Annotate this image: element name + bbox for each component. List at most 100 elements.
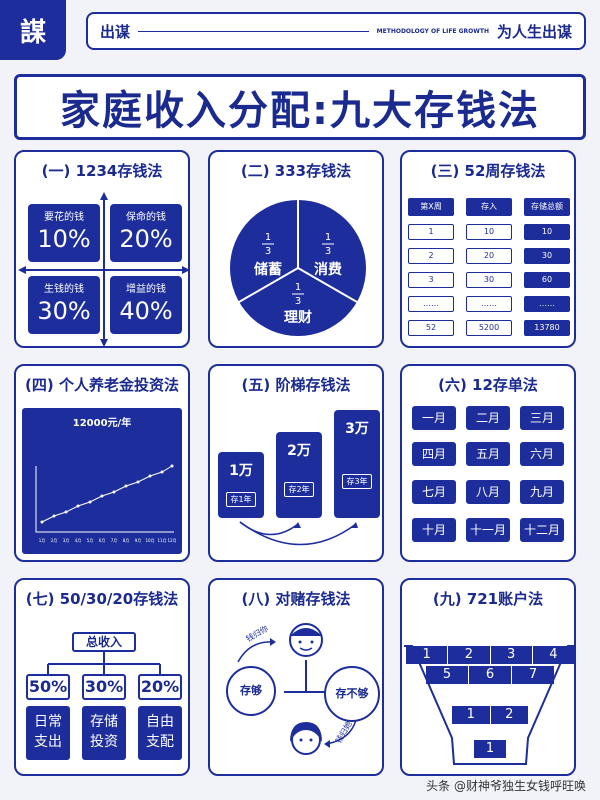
table-cell: 52 [408,320,454,336]
month-tile: 一月 [412,406,456,430]
month-tile: 五月 [466,442,510,466]
month-tile: 三月 [520,406,564,430]
header-tagline: METHODOLOGY OF LIFE GROWTH [376,27,489,35]
pct-desc: 自由 支配 [138,706,182,760]
svg-text:10月: 10月 [145,538,154,543]
card-ladder: (五) 阶梯存钱法 1万 存1年 2万 存2年 3万 存3年 [208,364,384,562]
table-cell: 2 [408,248,454,264]
svg-text:8月: 8月 [123,538,130,543]
step-term: 存3年 [342,474,372,489]
step-amount: 3万 [345,421,369,437]
funnel-row-3: 1 2 [452,706,528,724]
frac-den: 3 [265,246,271,257]
funnel-row-2: 5 6 7 [426,666,554,684]
table-cell: 10 [466,224,512,240]
svg-text:9月: 9月 [135,538,142,543]
svg-text:7月: 7月 [111,538,118,543]
month-tile: 四月 [412,442,456,466]
month-tile: 七月 [412,480,456,504]
funnel-cell: 6 [469,666,512,684]
table-cell: 30 [466,272,512,288]
header-bar: 出谋 METHODOLOGY OF LIFE GROWTH 为人生出谋 [86,12,586,50]
table-header: 第X周 [408,198,454,216]
month-tile: 九月 [520,480,564,504]
funnel-cell: 1 [406,646,449,664]
table-cell: 13780 [524,320,570,336]
quadrant-value: 10% [37,225,91,253]
table-cell: 20 [466,248,512,264]
ladder-step: 1万 存1年 [218,452,264,518]
card-1234: (一) 1234存钱法 要花的钱 10% 保命的钱 20% 生钱的钱 30% 增… [14,150,190,348]
pct-desc: 日常 支出 [26,706,70,760]
card-title: (四) 个人养老金投资法 [25,376,179,394]
page-title: 家庭收入分配:九大存钱法 [14,74,586,140]
funnel-cell: 3 [491,646,533,664]
month-tile: 八月 [466,480,510,504]
frac-num: 1 [295,282,301,293]
card-title: (八) 对赌存钱法 [241,590,351,608]
ladder-step: 3万 存3年 [334,410,380,518]
quadrant-gain: 增益的钱 40% [110,276,182,334]
win-label: 钱归你 [244,623,270,644]
funnel-cell: 1 [452,706,491,724]
funnel-cell: 2 [505,707,514,722]
chart-title: 12000元/年 [72,418,132,429]
card-title: (一) 1234存钱法 [41,162,163,180]
table-cell: 1 [408,224,454,240]
quadrant-axes [18,192,188,346]
table-cell: 10 [524,224,570,240]
brand-logo: 謀 [0,0,66,60]
frac-num: 1 [265,232,271,243]
pct-desc: 存储 投资 [82,706,126,760]
table-cell: …… [466,296,512,312]
table-cell: 30 [524,248,570,264]
card-title: (二) 333存钱法 [240,162,352,180]
month-tile: 十二月 [520,518,564,542]
step-amount: 2万 [287,443,311,459]
quadrant-label: 增益的钱 [126,284,166,295]
svg-text:12月: 12月 [167,538,176,543]
enough-circle: 存够 [226,666,276,716]
quadrant-spend: 要花的钱 10% [28,204,100,262]
step-term: 存1年 [226,492,256,507]
step-term: 存2年 [284,482,314,497]
pension-chart: 12000元/年 1月 2月 3月 4月 5月 6月 7月 8月 9月 10月 11月 12月 [22,408,182,554]
svg-text:1月: 1月 [39,538,46,543]
header-divider [138,30,369,32]
funnel-cell: 2 [448,646,491,664]
svg-text:4月: 4月 [75,538,82,543]
svg-text:11月: 11月 [157,538,166,543]
quadrant-label: 生钱的钱 [44,284,84,295]
card-title: (五) 阶梯存钱法 [241,376,351,394]
pct-box: 50% [26,674,70,700]
funnel-row-4: 1 [474,740,506,758]
pct-box: 30% [82,674,126,700]
card-333: (二) 333存钱法 1 3 储蓄 1 3 消费 1 3 理财 [208,150,384,348]
not-enough-circle: 存不够 [324,666,380,722]
quadrant-value: 30% [37,297,91,325]
ladder-step: 2万 存2年 [276,432,322,518]
frac-num: 1 [325,232,331,243]
card-title: (六) 12存单法 [438,376,538,394]
month-tile: 六月 [520,442,564,466]
pie-chart: 1 3 储蓄 1 3 消费 1 3 理财 [230,200,366,336]
table-cell: 5200 [466,320,512,336]
step-amount: 1万 [229,463,253,479]
header-left-text: 出谋 [100,22,131,41]
table-cell: 3 [408,272,454,288]
table-header: 存入 [466,198,512,216]
table-header: 存储总额 [524,198,570,216]
svg-text:3月: 3月 [63,538,70,543]
svg-text:5月: 5月 [87,538,94,543]
funnel-cell: 1 [485,741,495,756]
card-50-30-20: (七) 50/30/20存钱法 总收入 50% 30% 20% 日常 支出 存储… [14,578,190,776]
funnel-cell: 7 [528,667,538,682]
table-cell: 60 [524,272,570,288]
total-income: 总收入 [72,632,136,652]
quadrant-label: 要花的钱 [44,212,84,223]
card-721: (九) 721账户法 1 2 3 4 5 6 7 1 2 1 [400,578,576,776]
table-cell: …… [524,296,570,312]
ladder-arrows [239,521,358,546]
header-right-text: 为人生出谋 [496,22,572,41]
card-title: (九) 721账户法 [432,590,544,608]
